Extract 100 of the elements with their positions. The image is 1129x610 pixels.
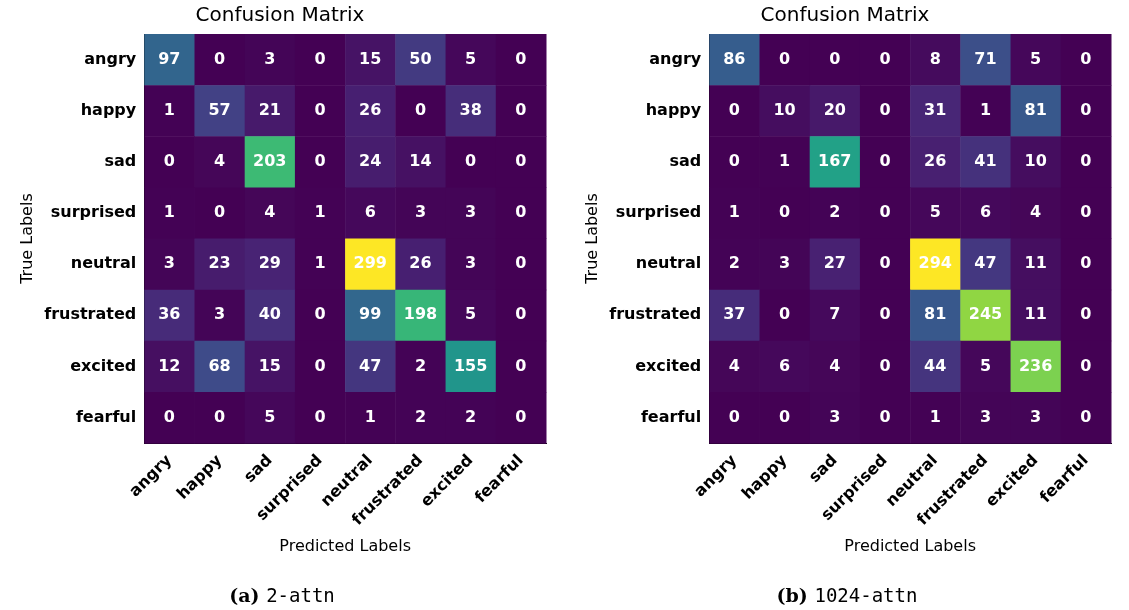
data-label: 3: [1030, 406, 1042, 426]
data-label: 86: [723, 48, 746, 68]
data-label: 47: [359, 355, 382, 375]
data-label: 0: [515, 253, 527, 273]
data-label: 0: [779, 48, 791, 68]
data-label: 0: [779, 406, 791, 426]
data-label: 0: [214, 202, 226, 222]
data-label: 299: [353, 253, 387, 273]
data-label: 23: [208, 253, 231, 273]
data-label: 0: [314, 355, 326, 375]
y-tick-label: sad: [104, 151, 137, 171]
data-label: 4: [829, 355, 841, 375]
data-label: 0: [1080, 355, 1092, 375]
data-label: 0: [314, 99, 326, 119]
data-label: 1: [728, 202, 740, 222]
y-tick-label: frustrated: [44, 304, 137, 324]
data-label: 6: [979, 202, 992, 222]
data-label: 0: [728, 151, 740, 171]
data-label: 47: [974, 253, 997, 273]
data-label: 0: [515, 99, 527, 119]
data-label: 12: [158, 355, 181, 375]
data-label: 3: [465, 202, 477, 222]
data-label: 1: [364, 406, 376, 426]
data-label: 0: [879, 406, 891, 426]
data-label: 0: [515, 406, 527, 426]
x-axis-title: Predicted Labels: [844, 535, 976, 555]
data-label: 4: [728, 355, 740, 375]
y-axis-title: True Labels: [581, 193, 601, 285]
data-label: 0: [728, 406, 740, 426]
data-label: 24: [359, 151, 382, 171]
data-label: 0: [879, 304, 891, 324]
data-label: 0: [314, 151, 326, 171]
data-label: 3: [979, 406, 992, 426]
data-label: 236: [1018, 355, 1053, 375]
data-label: 2: [829, 202, 841, 222]
data-label: 11: [1024, 253, 1047, 273]
data-label: 0: [879, 151, 891, 171]
data-label: 0: [414, 99, 427, 119]
data-label: 0: [515, 202, 527, 222]
chart-title: Confusion Matrix: [760, 2, 930, 27]
data-label: 0: [314, 304, 326, 324]
data-label: 5: [264, 406, 276, 426]
data-label: 7: [829, 304, 841, 324]
y-tick-label: excited: [635, 355, 702, 375]
data-label: 0: [1080, 253, 1092, 273]
data-label: 0: [779, 202, 791, 222]
data-label: 3: [779, 253, 791, 273]
y-tick-label: fearful: [75, 406, 137, 426]
data-label: 1: [314, 253, 326, 273]
data-label: 0: [1080, 48, 1092, 68]
data-label: 0: [1080, 304, 1092, 324]
data-label: 1: [163, 202, 175, 222]
data-label: 0: [515, 304, 527, 324]
data-label: 31: [924, 99, 947, 119]
data-label: 14: [409, 151, 432, 171]
data-label: 6: [364, 202, 376, 222]
data-label: 0: [163, 406, 175, 426]
data-label: 0: [879, 355, 891, 375]
y-tick-label: sad: [669, 151, 702, 171]
data-label: 68: [208, 355, 231, 375]
data-label: 1: [779, 151, 791, 171]
data-label: 81: [924, 304, 947, 324]
data-label: 203: [253, 151, 287, 171]
data-label: 2: [728, 253, 740, 273]
data-label: 0: [829, 48, 841, 68]
y-tick-label: surprised: [50, 202, 137, 222]
data-label: 3: [414, 202, 427, 222]
y-tick-label: happy: [80, 99, 137, 119]
data-label: 167: [818, 151, 852, 171]
y-tick-label: angry: [84, 48, 137, 68]
data-label: 0: [728, 99, 740, 119]
data-label: 10: [773, 99, 796, 119]
y-tick-label: surprised: [615, 202, 702, 222]
data-label: 5: [929, 202, 941, 222]
data-label: 2: [465, 406, 477, 426]
data-label: 294: [918, 253, 952, 273]
data-label: 11: [1024, 304, 1047, 324]
data-label: 41: [974, 151, 997, 171]
data-label: 8: [929, 48, 941, 68]
y-tick-label: angry: [649, 48, 702, 68]
data-label: 0: [879, 48, 891, 68]
data-label: 26: [359, 99, 382, 119]
data-label: 0: [465, 151, 477, 171]
data-label: 36: [158, 304, 181, 324]
data-label: 81: [1024, 99, 1047, 119]
data-label: 38: [459, 99, 482, 119]
data-label: 5: [465, 48, 477, 68]
data-label: 10: [1024, 151, 1047, 171]
data-label: 37: [723, 304, 746, 324]
data-label: 1: [979, 99, 992, 119]
data-label: 15: [359, 48, 382, 68]
data-label: 0: [515, 151, 527, 171]
data-label: 3: [465, 253, 477, 273]
data-label: 0: [779, 304, 791, 324]
data-label: 0: [314, 48, 326, 68]
data-label: 29: [258, 253, 281, 273]
data-label: 0: [879, 99, 891, 119]
text: (a) 2-attn: [229, 584, 335, 606]
data-label: 245: [968, 304, 1003, 324]
data-label: 0: [1080, 151, 1092, 171]
